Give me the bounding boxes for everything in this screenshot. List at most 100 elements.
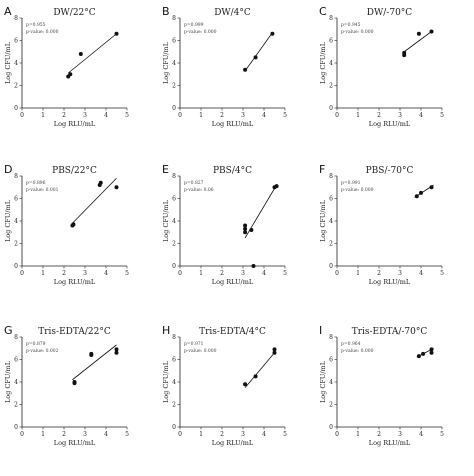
data-point [98, 180, 103, 185]
y-tick-label: 0 [172, 105, 176, 112]
x-tick-label: 3 [241, 431, 245, 438]
y-tick-label: 6 [329, 38, 333, 45]
regression-line [67, 33, 117, 74]
y-tick-label: 6 [329, 357, 333, 364]
stat-annotation: p=0.955 [26, 22, 46, 28]
data-point [243, 382, 248, 387]
x-tick-label: 1 [356, 112, 360, 119]
y-tick-label: 4 [329, 379, 333, 386]
data-point [272, 350, 277, 355]
y-tick-label: 2 [329, 83, 333, 90]
x-tick-label: 3 [398, 270, 402, 277]
y-tick-label: 4 [172, 218, 176, 225]
x-tick-label: 5 [283, 270, 287, 277]
y-tick-label: 0 [329, 424, 333, 431]
panel-title: Tris-EDTA/-70°C [352, 327, 428, 337]
stat-annotation: p-value: 0.000 [341, 29, 374, 35]
y-tick-label: 8 [172, 15, 176, 22]
data-point [429, 347, 434, 352]
stat-annotation: p=0.964 [341, 341, 361, 347]
x-tick-label: 4 [104, 270, 108, 277]
y-axis-label: Log CFU/mL [319, 41, 327, 84]
x-tick-label: 2 [62, 270, 66, 277]
panel-letter: B [162, 5, 170, 18]
regression-line [244, 352, 275, 388]
panel-title: Tris-EDTA/4°C [199, 327, 266, 337]
x-tick-label: 4 [419, 431, 423, 438]
x-tick-label: 5 [440, 431, 444, 438]
x-tick-label: 4 [262, 270, 266, 277]
stat-annotation: p=0.827 [184, 180, 204, 186]
y-tick-label: 6 [172, 38, 176, 45]
panel-f: F PBS/-70°C 0 1 2 3 4 5 0 2 4 6 8 Log RLU/mL Log CFU/m… [319, 163, 444, 286]
y-tick-label: 4 [14, 379, 18, 386]
y-tick-label: 2 [329, 241, 333, 248]
y-axis-label: Log CFU/mL [4, 41, 12, 84]
panel-title: PBS/4°C [213, 166, 252, 176]
x-tick-label: 1 [41, 112, 45, 119]
x-tick-label: 3 [398, 431, 402, 438]
y-tick-label: 6 [14, 38, 18, 45]
panel-title: Tris-EDTA/22°C [38, 327, 111, 337]
x-tick-label: 2 [220, 270, 224, 277]
stat-annotation: p=0.896 [26, 180, 46, 186]
x-tick-label: 2 [62, 431, 66, 438]
stat-annotation: p-value: 0.000 [341, 348, 374, 354]
y-tick-label: 8 [329, 334, 333, 341]
data-point [114, 31, 119, 36]
data-point [68, 72, 73, 77]
y-tick-label: 2 [14, 402, 18, 409]
x-tick-label: 4 [262, 431, 266, 438]
panel-letter: F [319, 163, 325, 176]
y-tick-label: 0 [14, 263, 18, 270]
x-tick-label: 4 [104, 431, 108, 438]
y-axis-label: Log CFU/mL [319, 360, 327, 403]
data-point [251, 264, 256, 268]
data-point [253, 374, 258, 379]
stat-annotation: p-value: 0.000 [184, 348, 217, 354]
stat-annotation: p-value: 0.000 [184, 29, 217, 35]
data-point [114, 347, 119, 352]
stat-annotation: p-value: 0.06 [184, 187, 214, 193]
data-point [416, 354, 421, 359]
panel-c: C DW/-70°C 0 1 2 3 4 5 0 2 4 6 8 Log RLU/mL Log CFU/mL… [319, 5, 444, 128]
panel-letter: C [319, 5, 327, 18]
panel-title: DW/4°C [214, 8, 251, 18]
y-tick-label: 4 [14, 60, 18, 67]
x-tick-label: 3 [398, 112, 402, 119]
stat-annotation: p=0.991 [341, 180, 361, 186]
data-point [78, 52, 83, 56]
x-tick-label: 5 [125, 431, 129, 438]
x-tick-label: 0 [20, 431, 24, 438]
panel-i: I Tris-EDTA/-70°C 0 1 2 3 4 5 0 2 4 6 8 Log RLU/mL Log… [319, 324, 444, 447]
x-tick-label: 2 [377, 431, 381, 438]
data-point [114, 185, 119, 190]
panel-title: DW/-70°C [367, 8, 412, 18]
y-axis-label: Log CFU/mL [162, 360, 170, 403]
stat-annotation: p-value: 0.002 [26, 348, 59, 354]
y-tick-label: 0 [172, 263, 176, 270]
y-tick-label: 6 [14, 196, 18, 203]
x-tick-label: 0 [335, 431, 339, 438]
stat-annotation: p-value: 0.000 [26, 29, 59, 35]
y-tick-label: 6 [172, 357, 176, 364]
y-tick-label: 8 [329, 173, 333, 180]
x-tick-label: 5 [440, 270, 444, 277]
y-tick-label: 0 [14, 424, 18, 431]
data-point [270, 31, 275, 36]
x-tick-label: 2 [377, 112, 381, 119]
panel-letter: A [4, 5, 12, 18]
data-point [402, 50, 407, 55]
panel-d: D PBS/22°C 0 1 2 3 4 5 0 2 4 6 8 Log RLU/mL Log CFU/mL… [4, 163, 129, 286]
y-axis-label: Log CFU/mL [319, 199, 327, 242]
y-tick-label: 2 [14, 241, 18, 248]
x-tick-label: 4 [419, 112, 423, 119]
y-tick-label: 4 [172, 60, 176, 67]
x-tick-label: 5 [125, 270, 129, 277]
x-tick-label: 1 [199, 431, 203, 438]
panel-letter: H [162, 324, 170, 337]
data-point [243, 223, 248, 228]
y-tick-label: 0 [172, 424, 176, 431]
data-point [429, 29, 434, 34]
y-tick-label: 4 [172, 379, 176, 386]
